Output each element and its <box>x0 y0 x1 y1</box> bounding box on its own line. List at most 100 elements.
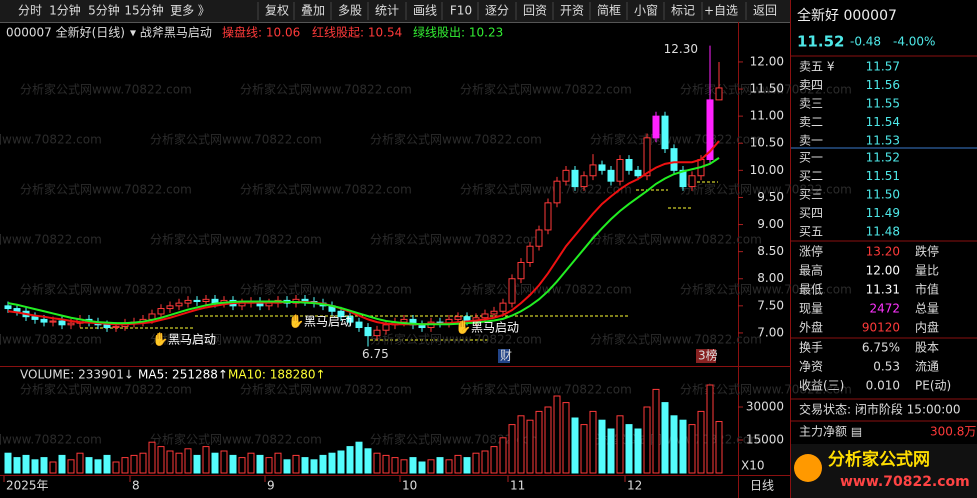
watermark: 分析家公式网www.70822.com <box>370 332 542 347</box>
volume-bar <box>103 454 111 474</box>
volume-bar <box>715 421 723 474</box>
tab[interactable]: 5分钟 <box>88 3 120 18</box>
y-tick-label: 10.50 <box>750 136 784 150</box>
candle-body <box>364 327 372 337</box>
volume-bar <box>130 454 138 474</box>
volume-bar <box>679 419 687 474</box>
y-tick-label: 11.00 <box>750 109 784 123</box>
signal-icon: ✋ <box>152 332 168 348</box>
volume-bar <box>355 441 363 474</box>
volume-bar <box>148 441 156 474</box>
candle-body <box>625 158 633 171</box>
candle-body <box>634 169 642 177</box>
indicator-value: 操盘线: 10.06 <box>222 25 300 40</box>
volume-bar <box>184 448 192 474</box>
volume-bar <box>409 457 417 474</box>
stat-value: 12.00 <box>866 264 900 278</box>
volume-bar <box>571 417 579 474</box>
ma-line <box>7 140 720 326</box>
toolbar-button[interactable]: +自选 <box>704 4 738 18</box>
candle-body <box>607 169 615 182</box>
watermark: 分析家公式网www.70822.com <box>590 232 762 247</box>
tab[interactable]: 更多 》 <box>170 4 210 18</box>
high-marker: 12.30 <box>664 42 698 56</box>
candle-body <box>373 329 381 337</box>
toolbar-button[interactable]: 简框 <box>597 4 621 18</box>
candle-body <box>184 299 192 304</box>
volume-bar <box>517 415 525 474</box>
candle-body <box>553 180 561 204</box>
toolbar-button[interactable]: 统计 <box>375 4 399 18</box>
toolbar-button[interactable]: 小窗 <box>634 4 658 18</box>
quote-pct: -4.00% <box>893 35 935 49</box>
candle-body <box>661 115 669 150</box>
indicator-value: 红线股起: 10.54 <box>312 25 402 40</box>
volume-bar <box>76 452 84 474</box>
y-tick-label: 10.00 <box>750 163 784 177</box>
candle-body <box>490 310 498 315</box>
candle-body <box>103 324 111 329</box>
watermark: 分析家公式网www.70822.com <box>460 182 632 197</box>
signal-label: 黑马启动 <box>304 315 352 329</box>
toolbar-button[interactable]: 开资 <box>560 4 584 18</box>
volume-bar <box>265 457 273 474</box>
candle-body <box>562 169 570 182</box>
volume-tick-label: 30000 <box>746 400 784 414</box>
volume-bar <box>94 459 102 474</box>
volume-bar <box>652 388 660 474</box>
toolbar-button[interactable]: 回资 <box>523 4 547 18</box>
candle-body <box>13 308 21 312</box>
candle-body <box>58 320 66 326</box>
candle-body <box>481 313 489 319</box>
finance-value: 0.53 <box>873 360 900 374</box>
tab[interactable]: 15分钟 <box>124 3 163 18</box>
toolbar-button[interactable]: 画线 <box>413 4 437 18</box>
volume-bar <box>247 452 255 474</box>
stat-label: 市值 <box>915 282 939 297</box>
watermark: 分析家公式网www.70822.com <box>0 232 102 247</box>
watermark: 分析家公式网www.70822.com <box>150 132 322 147</box>
tab[interactable]: 分时 <box>18 4 42 18</box>
volume-bar <box>553 395 561 474</box>
toolbar-button[interactable]: F10 <box>450 4 472 18</box>
volume-bar <box>40 457 48 474</box>
finance-label: PE(动) <box>915 379 951 393</box>
volume-bar <box>112 461 120 474</box>
toolbar-button[interactable]: 返回 <box>753 4 777 18</box>
signal-label: 黑马启动 <box>471 321 519 335</box>
toolbar-button[interactable]: 标记 <box>671 4 695 18</box>
quote-price: 11.52 <box>797 33 844 51</box>
x-tick-label: 2025年 <box>6 479 49 493</box>
volume-bar <box>22 454 30 474</box>
watermark: 分析家公式网www.70822.com <box>150 432 322 447</box>
stat-label: 跌停 <box>915 244 939 259</box>
y-tick-label: 11.50 <box>750 82 784 96</box>
volume-bar <box>589 410 597 474</box>
volume-bar <box>373 452 381 474</box>
candle-body <box>571 169 579 188</box>
tab[interactable]: 1分钟 <box>49 3 81 18</box>
watermark: 分析家公式网www.70822.com <box>370 232 542 247</box>
candle-body <box>454 316 462 320</box>
watermark: 分析家公式网www.70822.com <box>0 432 102 447</box>
candle-body <box>652 115 660 139</box>
volume-bar <box>643 406 651 474</box>
book-label: 买四 <box>799 206 823 220</box>
volume-bar <box>49 461 57 474</box>
volume-ma: MA5: 251288↑ <box>138 368 228 382</box>
x-tick-label: 10 <box>402 479 417 493</box>
volume-bar <box>598 419 606 474</box>
volume-bar <box>166 450 174 474</box>
candle-body <box>715 87 723 101</box>
candle-body <box>49 320 57 323</box>
stat-label: 外盘 <box>799 320 823 335</box>
toolbar-button[interactable]: 叠加 <box>301 4 325 18</box>
y-tick-label: 12.00 <box>750 54 784 68</box>
toolbar-button[interactable]: 多股 <box>338 4 362 18</box>
toolbar-button[interactable]: 复权 <box>265 4 289 18</box>
toolbar-button[interactable]: 逐分 <box>485 4 509 18</box>
finance-value: 0.010 <box>866 379 900 393</box>
volume-bar <box>337 450 345 474</box>
finance-label: 净资 <box>799 360 823 374</box>
